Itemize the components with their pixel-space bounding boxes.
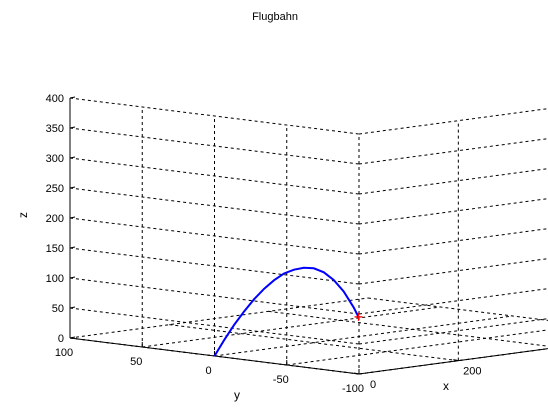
x-tick-label: 0: [370, 379, 376, 391]
wall-grid-line: [69, 127, 360, 165]
y-axis-label: y: [234, 388, 240, 402]
z-tick-label: 50: [52, 303, 64, 315]
floor-grid-line: [69, 297, 369, 339]
z-tick-label: 250: [46, 183, 64, 195]
grid-lines: [69, 97, 548, 375]
z-tick-mark: [69, 126, 76, 129]
z-tick-label: 400: [46, 93, 64, 105]
z-tick-mark: [69, 336, 76, 339]
z-axis-label: z: [16, 212, 30, 218]
wall-grid-line: [358, 198, 548, 225]
z-tick-label: 100: [46, 273, 64, 285]
x-tick-mark: [353, 372, 360, 375]
wall-grid-line: [358, 108, 548, 135]
wall-grid-line: [69, 217, 360, 255]
z-tick-label: 0: [58, 333, 64, 345]
wall-grid-line: [358, 258, 548, 285]
wall-grid-line: [358, 138, 548, 165]
axes-box: [69, 96, 548, 375]
floor-grid-line: [142, 306, 441, 348]
floor-grid-line: [286, 329, 548, 366]
wall-grid-line: [69, 97, 360, 135]
floor-grid-line: [169, 324, 459, 362]
x-tick-label: 200: [463, 366, 481, 378]
wall-grid-line: [69, 307, 360, 345]
wall-grid-line: [358, 348, 548, 375]
y-tick-label: 0: [205, 365, 211, 377]
z-tick-mark: [69, 186, 76, 189]
y-tick-label: 50: [130, 356, 142, 368]
impact-marker: [354, 312, 363, 321]
wall-grid-line: [358, 288, 548, 315]
wall-grid-line: [69, 247, 360, 285]
z-tick-mark: [69, 306, 76, 309]
z-tick-label: 300: [46, 153, 64, 165]
trajectory-line: [213, 266, 360, 357]
x-axis-line: [358, 348, 548, 375]
y-tick-label: -100: [342, 383, 364, 395]
x-tick-mark: [453, 359, 459, 362]
floor-grid-line: [214, 315, 513, 357]
wall-grid-line: [69, 187, 360, 225]
z-tick-label: 150: [46, 243, 64, 255]
z-tick-mark: [69, 276, 76, 279]
y-tick-label: 100: [55, 347, 73, 359]
floor-grid-line: [358, 348, 548, 375]
chart-title: Flugbahn: [252, 11, 298, 23]
z-tick-label: 350: [46, 123, 64, 135]
wall-grid-line: [69, 157, 360, 195]
wall-grid-line: [358, 318, 548, 345]
x-axis-label: x: [443, 379, 449, 393]
z-tick-mark: [69, 246, 76, 249]
tick-labels: 0 50 100 150 200 250 300 350 400 100 50 0 -50 -100 0 20…: [46, 93, 482, 395]
y-tick-label: -50: [273, 374, 289, 386]
wall-grid-line: [358, 168, 548, 195]
z-tick-mark: [69, 96, 76, 99]
z-tick-mark: [69, 156, 76, 159]
data-layer: [213, 266, 363, 357]
z-tick-label: 200: [46, 213, 64, 225]
z-tick-mark: [69, 216, 76, 219]
wall-grid-line: [69, 277, 360, 315]
wall-grid-line: [358, 228, 548, 255]
